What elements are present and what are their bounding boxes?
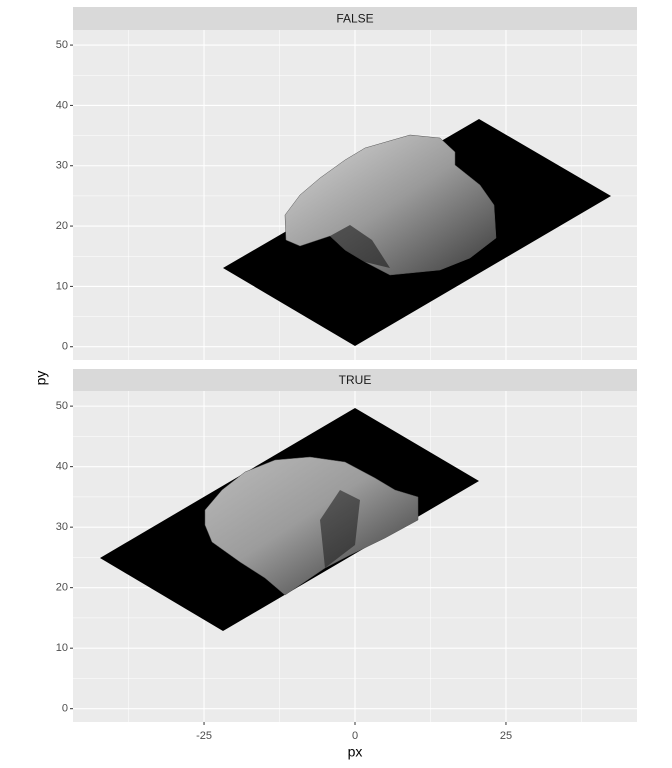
strip-label: FALSE [336,12,373,26]
y-tick-label: 0 [62,341,68,353]
y-tick-label: 10 [56,642,68,654]
y-tick-label: 30 [56,521,68,533]
y-tick-label: 40 [56,461,68,473]
y-axis-title: py [33,371,49,386]
x-axis-title: px [348,744,363,760]
voxel-shade [330,225,390,268]
y-tick-label: 20 [56,582,68,594]
y-tick-label: 50 [56,39,68,51]
voxel-shape [204,456,419,596]
y-tick-label: 50 [56,400,68,412]
x-tick-label: -25 [196,730,212,742]
strip-background [73,369,637,391]
y-tick-label: 20 [56,220,68,232]
background-layer [70,7,637,725]
voxel-shade [320,490,360,568]
strip-label: TRUE [339,373,372,387]
y-tick-label: 40 [56,99,68,111]
x-tick-label: 0 [352,730,358,742]
strip-background [73,7,637,30]
y-tick-label: 30 [56,160,68,172]
y-tick-label: 0 [62,703,68,715]
x-tick-label: 25 [500,730,512,742]
y-tick-label: 10 [56,280,68,292]
render-layer [100,119,611,631]
text-layer: px py FALSE 0 10 20 30 40 50 TRUE 0 10 20 30 40 50 -25… [33,12,512,760]
